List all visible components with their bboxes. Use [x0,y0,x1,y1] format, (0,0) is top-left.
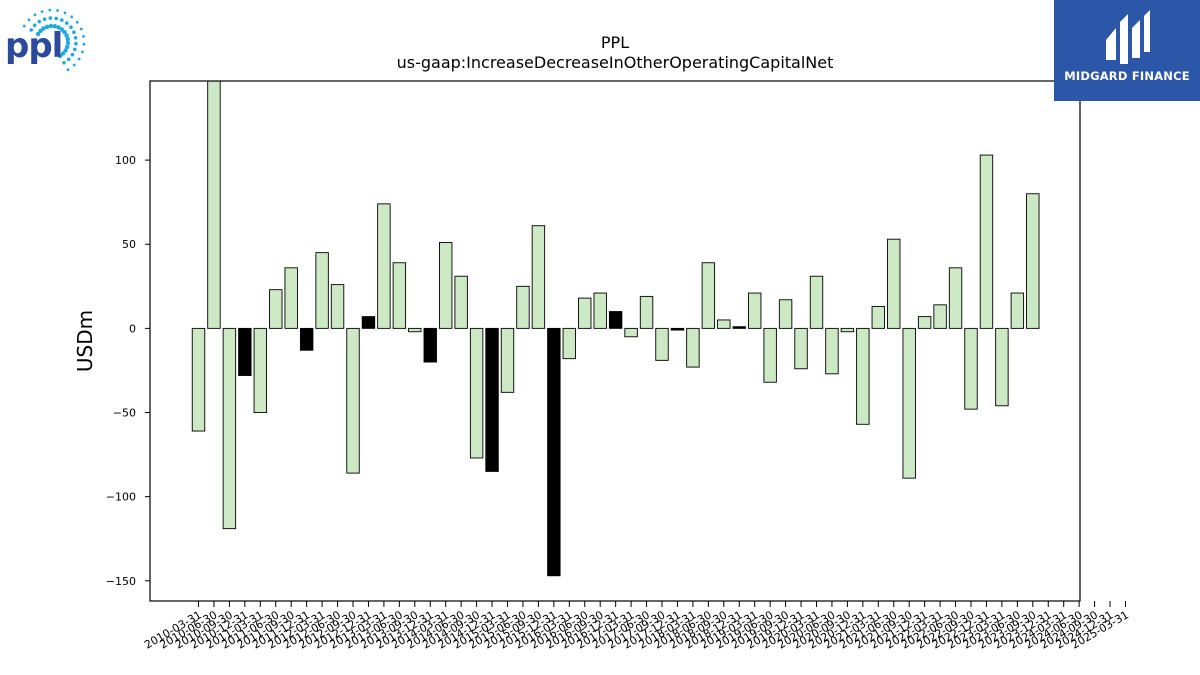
bar [222,327,237,530]
bar [377,203,391,329]
bar [469,327,484,459]
plot-frame [149,80,1081,602]
bar [763,327,777,383]
bar [670,327,685,331]
bar [238,327,252,376]
midgard-emblem-icon [1106,10,1150,64]
bar [1026,193,1040,329]
bar [578,297,592,329]
bar [299,327,314,351]
bar [562,327,576,360]
ppl-logo-text: ppl [5,26,63,66]
bar [979,154,994,329]
bar [207,81,221,329]
sunburst-icon [22,8,86,72]
y-tick-label: −100 [106,491,136,504]
bar [701,262,716,329]
bar [516,285,530,329]
bar [732,326,746,329]
bar [547,327,561,577]
midgard-finance-text: MIDGARD FINANCE [1064,69,1190,83]
bar [269,289,283,329]
bar [531,225,546,329]
bar [454,275,468,329]
bar [1010,292,1025,329]
bar [794,327,808,370]
bar [871,306,885,329]
bar [717,319,731,329]
bar [995,327,1009,407]
bar [887,238,901,329]
bar [748,292,762,329]
bar [361,316,376,329]
bar [593,292,607,329]
bar [439,242,453,329]
bar [608,311,623,329]
bar [686,327,700,368]
bar [485,327,499,472]
y-tick-label: 0 [129,322,136,335]
bar [624,327,638,338]
bar [500,327,515,393]
midgard-finance-logo: MIDGARD FINANCE [1054,0,1200,101]
y-tick-label: −50 [113,407,136,420]
bar [778,299,793,329]
bar [639,295,654,329]
bar [253,327,268,413]
bar [948,267,963,329]
bar [284,267,298,329]
y-tick-label: 100 [115,154,136,167]
bar [330,284,345,329]
bar [315,252,329,329]
ppl-logo: ppl [0,0,100,80]
bar [902,327,916,479]
bar [423,327,437,363]
bar [809,275,824,329]
chart-title: PPL [601,33,629,52]
y-axis-label: USDm [73,310,97,372]
bar [392,262,407,329]
bar [408,327,422,333]
bar [840,327,855,333]
bar [825,327,839,375]
bar [655,327,669,361]
bar [917,316,932,329]
y-tick-label: −150 [106,575,136,588]
bar [191,327,206,432]
y-tick-label: 50 [122,238,136,251]
bar [933,304,947,329]
bar [856,327,870,425]
bars-group [191,81,1040,577]
chart-subtitle: us-gaap:IncreaseDecreaseInOtherOperating… [397,53,834,72]
bar [346,327,360,474]
bar [964,327,978,410]
